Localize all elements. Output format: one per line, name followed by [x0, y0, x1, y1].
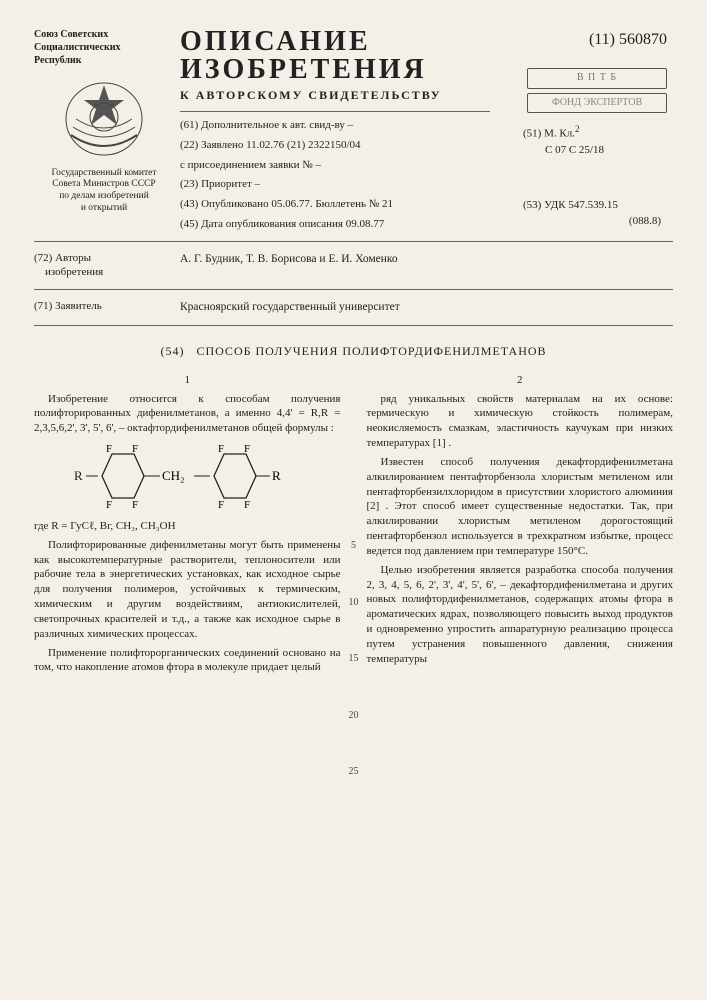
meta-51: (51) М. Кл.2 С 07 С 25/18 [523, 123, 673, 159]
title-column: (11) 560870 В П Т Б ФОНД ЭКСПЕРТОВ ОПИСА… [180, 28, 517, 235]
doc-number-label: (11) [589, 31, 615, 48]
state-emblem [34, 75, 174, 162]
subtitle: К АВТОРСКОМУ СВИДЕТЕЛЬСТВУ [180, 88, 517, 103]
svg-text:F: F [244, 499, 250, 510]
column-number-1: 1 [34, 373, 341, 388]
document-number: (11) 560870 [589, 30, 667, 50]
meta-43: (43) Опубликовано 05.06.77. Бюллетень № … [180, 195, 517, 215]
line-number: 20 [344, 710, 364, 723]
chemical-formula: R F F F F CH₂ F F F F R [34, 440, 341, 515]
stamp-block: В П Т Б ФОНД ЭКСПЕРТОВ [527, 68, 667, 117]
committee-name: Государственный комитет Совета Министров… [34, 168, 174, 216]
authors-label-num: (72) Авторы [34, 252, 91, 264]
committee-line-3: по делам изобретений [59, 191, 149, 201]
authors-label-text: изобретения [45, 266, 103, 278]
meta-45: (45) Дата опубликования описания 09.08.7… [180, 215, 517, 235]
applicant-name: Красноярский государственный университет [180, 300, 673, 314]
formula-where: где R = ГуСℓ, Bг, CH₃, CH₃OH [34, 519, 341, 534]
header-block: Союз Советских Социалистических Республи… [34, 28, 673, 242]
col1-para-1: Изобретение относится к способам получен… [34, 392, 341, 437]
meta-53: (53) УДК 547.539.15 [523, 197, 673, 214]
issuer-name: Союз Советских Социалистических Республи… [34, 28, 174, 67]
line-number: 15 [344, 653, 364, 666]
authors-block: (72) Авторы изобретения А. Г. Будник, Т.… [34, 242, 673, 291]
col2-para-1: ряд уникальных свойств материалам на их … [367, 392, 674, 451]
col2-para-3: Целью изобретения является разработка сп… [367, 563, 674, 667]
meta-61: (61) Дополнительное к авт. свид-ву – [180, 116, 517, 136]
svg-text:R: R [74, 468, 83, 483]
issuer-line-2: Социалистических [34, 42, 120, 53]
authors-names: А. Г. Будник, Т. В. Борисова и Е. И. Хом… [180, 252, 673, 280]
line-number: 5 [344, 540, 364, 553]
svg-text:F: F [106, 499, 112, 510]
issuer-column: Союз Советских Социалистических Республи… [34, 28, 174, 235]
metadata-rows: (61) Дополнительное к авт. свид-ву – (22… [180, 116, 517, 235]
meta-51-label: (51) М. Кл. [523, 128, 575, 140]
emblem-icon [61, 75, 147, 157]
doc-number-value: 560870 [619, 31, 667, 48]
issuer-line-3: Республик [34, 55, 82, 66]
meta-application: с присоединением заявки № – [180, 156, 517, 176]
committee-line-4: и открытий [81, 203, 127, 213]
stamp-box-1: В П Т Б [527, 68, 667, 89]
svg-text:CH₂: CH₂ [162, 468, 185, 483]
line-number: 10 [344, 597, 364, 610]
col2-para-2: Известен способ получения декафтордифени… [367, 455, 674, 559]
col1-para-2: Полифторированные дифенилметаны могут бы… [34, 538, 341, 642]
main-title: ОПИСАНИЕ ИЗОБРЕТЕНИЯ [180, 28, 517, 84]
title-line-2: ИЗОБРЕТЕНИЯ [180, 54, 427, 85]
authors-label: (72) Авторы изобретения [34, 252, 174, 280]
svg-text:F: F [106, 443, 112, 455]
line-number: 25 [344, 766, 364, 779]
applicant-block: (71) Заявитель Красноярский государствен… [34, 290, 673, 325]
svg-text:F: F [244, 443, 250, 455]
meta-51-sup: 2 [575, 124, 580, 134]
svg-text:F: F [132, 443, 138, 455]
section-title-text: СПОСОБ ПОЛУЧЕНИЯ ПОЛИФТОРДИФЕНИЛМЕТАНОВ [196, 344, 546, 358]
svg-text:F: F [218, 499, 224, 510]
right-metadata: (51) М. Кл.2 С 07 С 25/18 (53) УДК 547.5… [523, 28, 673, 235]
svg-text:F: F [218, 443, 224, 455]
section-number: (54) [160, 344, 184, 358]
applicant-label: (71) Заявитель [34, 300, 174, 314]
invention-title: (54) СПОСОБ ПОЛУЧЕНИЯ ПОЛИФТОРДИФЕНИЛМЕТ… [34, 344, 673, 359]
col1-para-3: Применение полифторорганических соединен… [34, 646, 341, 676]
stamp-box-2: ФОНД ЭКСПЕРТОВ [527, 93, 667, 114]
committee-line-2: Совета Министров СССР [52, 179, 155, 189]
meta-23: (23) Приоритет – [180, 175, 517, 195]
meta-51-value: С 07 С 25/18 [545, 144, 604, 156]
line-number-gutter: 5 10 15 20 25 [344, 540, 364, 823]
issuer-line-1: Союз Советских [34, 29, 108, 40]
column-number-2: 2 [367, 373, 674, 388]
structural-formula-icon: R F F F F CH₂ F F F F R [72, 440, 302, 510]
title-line-1: ОПИСАНИЕ [180, 26, 371, 57]
svg-text:F: F [132, 499, 138, 510]
committee-line-1: Государственный комитет [51, 168, 156, 178]
patent-page: Союз Советских Социалистических Республи… [0, 0, 707, 1000]
meta-22: (22) Заявлено 11.02.76 (21) 2322150/04 [180, 136, 517, 156]
svg-text:R: R [272, 468, 281, 483]
meta-53b: (088.8) [523, 213, 673, 230]
